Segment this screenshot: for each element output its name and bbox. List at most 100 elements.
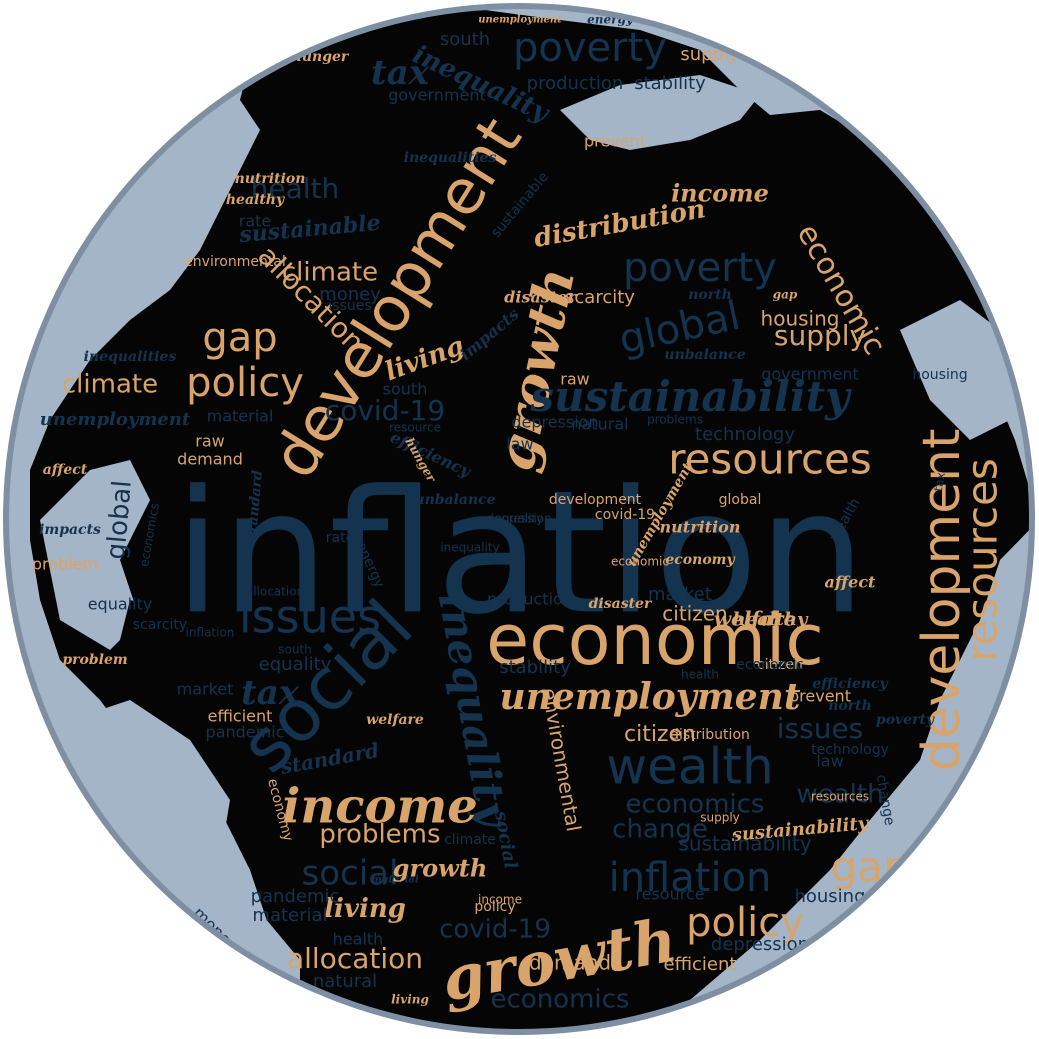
word-law: law: [506, 435, 533, 454]
word-production: production: [527, 73, 624, 94]
word-distribution: distribution: [670, 727, 750, 743]
word-economic: economic: [611, 555, 669, 569]
word-depression: depression: [711, 934, 809, 955]
word-supply: supply: [774, 319, 866, 352]
word-covid-19: covid-19: [439, 915, 551, 945]
word-inflation: inflation: [609, 855, 772, 901]
word-citizen: citizen: [757, 657, 803, 673]
word-income: income: [282, 779, 478, 835]
word-unemployment: unemployment: [500, 676, 801, 718]
word-income: income: [478, 893, 522, 907]
word-policy: policy: [186, 360, 304, 406]
word-development: development: [912, 428, 972, 771]
word-allocation: allocation: [246, 585, 304, 599]
word-unbalance: unbalance: [414, 492, 495, 508]
word-technology: technology: [811, 742, 889, 758]
word-standard: standard: [244, 469, 266, 540]
word-government: government: [761, 365, 859, 384]
word-south: south: [278, 643, 312, 657]
word-covid-19: covid-19: [325, 394, 445, 427]
word-nutrition: nutrition: [235, 171, 306, 187]
word-issues: issues: [239, 590, 381, 644]
word-problem: problem: [32, 555, 98, 574]
word-climate: climate: [282, 258, 378, 288]
word-inequalities: inequalities: [84, 349, 177, 365]
word-allocation: allocation: [287, 942, 423, 975]
word-tax: tax: [371, 53, 430, 93]
land-asia: [30, 8, 1031, 1031]
word-inequalities: inequalities: [404, 150, 497, 166]
word-resources: resources: [958, 458, 1007, 662]
land-island: [370, 860, 440, 920]
word-production: production: [487, 590, 573, 609]
word-prevent: prevent: [789, 687, 851, 706]
word-development: development: [549, 492, 642, 508]
word-poverty: poverty: [876, 712, 935, 728]
word-covid-19: covid-19: [595, 507, 655, 523]
word-resource: resource: [635, 885, 704, 904]
ocean-north: [560, 75, 760, 150]
word-rate: rate: [326, 530, 354, 546]
word-policy: policy: [686, 900, 804, 946]
word-unemployment: unemployment: [478, 15, 562, 26]
word-equality: equality: [259, 654, 332, 675]
word-inequality: inequality: [440, 541, 499, 555]
word-south: south: [440, 29, 490, 50]
word-unbalance: unbalance: [664, 347, 745, 363]
word-raw: raw: [195, 432, 224, 451]
word-technology: technology: [695, 424, 795, 445]
word-scarcity: scarcity: [565, 287, 635, 308]
word-north: north: [828, 698, 872, 714]
word-disaster: disaster: [589, 596, 653, 612]
word-impacts: impacts: [39, 522, 101, 538]
word-material: material: [371, 875, 419, 886]
word-social: social: [302, 854, 399, 894]
word-market: market: [177, 680, 234, 699]
word-housing: housing: [794, 886, 865, 907]
word-welfare: welfare: [714, 607, 796, 631]
word-prevent: prevent: [584, 132, 646, 151]
word-disaster: disaster: [504, 288, 577, 307]
word-efficient: efficient: [208, 707, 273, 726]
word-demand: demand: [177, 450, 243, 469]
word-climate: climate: [444, 832, 496, 848]
word-rate: rate: [239, 212, 272, 231]
word-tax: tax: [931, 471, 948, 492]
word-housing: housing: [912, 367, 967, 383]
word-global: global: [719, 492, 762, 508]
word-gap: gap: [773, 288, 798, 302]
word-problem: problem: [62, 652, 127, 668]
word-tax: tax: [241, 673, 300, 713]
word-south: south: [383, 380, 428, 399]
word-north: north: [688, 287, 732, 303]
word-change: change: [612, 815, 708, 845]
word-supply: supply: [700, 811, 740, 825]
word-law: law: [816, 752, 843, 771]
word-health: health: [333, 930, 384, 949]
word-healthy: healthy: [733, 609, 809, 630]
word-pandemic: pandemic: [206, 723, 285, 742]
word-raw: raw: [560, 370, 589, 389]
ocean-east: [900, 300, 1010, 440]
word-welfare: welfare: [366, 712, 424, 728]
word-housing: housing: [761, 307, 840, 331]
word-efficient: efficient: [664, 954, 737, 975]
word-economics: economics: [626, 790, 765, 820]
word-demand: demand: [529, 951, 611, 975]
word-money: money: [319, 284, 381, 305]
ocean-bay-west: [40, 460, 150, 650]
word-government: government: [388, 86, 486, 105]
word-gap: gap: [202, 315, 277, 361]
word-poverty: poverty: [513, 25, 667, 71]
word-climate: climate: [62, 370, 158, 400]
word-nutrition: nutrition: [660, 518, 741, 537]
word-healthy: healthy: [226, 192, 285, 208]
land-island: [120, 600, 180, 660]
word-global: global: [101, 479, 138, 561]
word-inflation: inflation: [186, 626, 235, 640]
word-citizen: citizen: [662, 602, 727, 626]
word-living: living: [324, 894, 406, 924]
word-depression: depression: [511, 413, 598, 432]
word-pandemic: pandemic: [251, 886, 340, 907]
